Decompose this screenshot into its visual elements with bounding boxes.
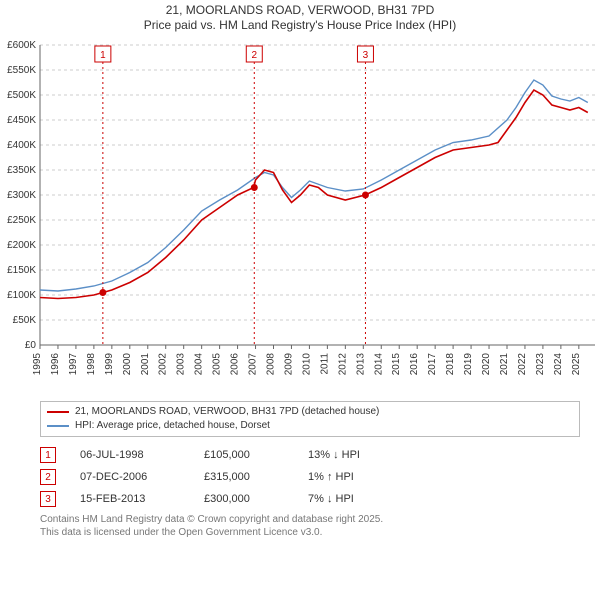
svg-text:1996: 1996 <box>50 353 61 376</box>
svg-text:2000: 2000 <box>122 353 133 376</box>
svg-text:£250K: £250K <box>7 215 36 226</box>
sale-row-1: 1 06-JUL-1998 £105,000 13% ↓ HPI <box>40 447 580 463</box>
svg-text:2015: 2015 <box>391 353 402 376</box>
legend-swatch-hpi <box>47 425 69 427</box>
svg-text:1: 1 <box>100 50 106 61</box>
legend: 21, MOORLANDS ROAD, VERWOOD, BH31 7PD (d… <box>40 401 580 437</box>
svg-text:£300K: £300K <box>7 190 36 201</box>
sale-price-1: £105,000 <box>204 449 284 461</box>
footer-attribution: Contains HM Land Registry data © Crown c… <box>40 513 580 539</box>
sale-diff-1: 13% ↓ HPI <box>308 449 388 461</box>
svg-text:2019: 2019 <box>463 353 474 376</box>
legend-row-hpi: HPI: Average price, detached house, Dors… <box>47 419 573 433</box>
svg-text:2016: 2016 <box>409 353 420 376</box>
sale-badge-2: 2 <box>40 469 56 485</box>
svg-text:£500K: £500K <box>7 90 36 101</box>
sale-row-2: 2 07-DEC-2006 £315,000 1% ↑ HPI <box>40 469 580 485</box>
svg-text:2020: 2020 <box>481 353 492 376</box>
svg-text:2024: 2024 <box>553 353 564 376</box>
sale-price-3: £300,000 <box>204 493 284 505</box>
sale-date-1: 06-JUL-1998 <box>80 449 180 461</box>
title-line-1: 21, MOORLANDS ROAD, VERWOOD, BH31 7PD <box>0 3 600 18</box>
sale-row-3: 3 15-FEB-2013 £300,000 7% ↓ HPI <box>40 491 580 507</box>
svg-text:2022: 2022 <box>517 353 528 376</box>
svg-text:2001: 2001 <box>140 353 151 376</box>
svg-text:2009: 2009 <box>283 353 294 376</box>
sale-date-2: 07-DEC-2006 <box>80 471 180 483</box>
svg-text:£200K: £200K <box>7 240 36 251</box>
svg-text:£100K: £100K <box>7 290 36 301</box>
sale-price-2: £315,000 <box>204 471 284 483</box>
legend-row-property: 21, MOORLANDS ROAD, VERWOOD, BH31 7PD (d… <box>47 405 573 419</box>
sale-diff-2: 1% ↑ HPI <box>308 471 388 483</box>
legend-label-hpi: HPI: Average price, detached house, Dors… <box>75 419 270 433</box>
svg-text:£400K: £400K <box>7 140 36 151</box>
svg-text:2004: 2004 <box>194 353 205 376</box>
svg-text:2: 2 <box>251 50 257 61</box>
svg-text:2006: 2006 <box>230 353 241 376</box>
title-block: 21, MOORLANDS ROAD, VERWOOD, BH31 7PD Pr… <box>0 0 600 35</box>
svg-text:2021: 2021 <box>499 353 510 376</box>
footer-line-2: This data is licensed under the Open Gov… <box>40 526 580 539</box>
svg-text:£0: £0 <box>25 340 37 351</box>
svg-text:2010: 2010 <box>301 353 312 376</box>
footer-line-1: Contains HM Land Registry data © Crown c… <box>40 513 580 526</box>
svg-text:2017: 2017 <box>427 353 438 376</box>
svg-text:2014: 2014 <box>373 353 384 376</box>
svg-text:£600K: £600K <box>7 40 36 51</box>
sale-badge-1: 1 <box>40 447 56 463</box>
svg-text:1995: 1995 <box>32 353 43 376</box>
chart-svg: £0 £50K £100K £150K £200K £250K £300K £350K £400… <box>0 35 600 395</box>
svg-text:£50K: £50K <box>13 315 37 326</box>
svg-text:£550K: £550K <box>7 65 36 76</box>
title-line-2: Price paid vs. HM Land Registry's House … <box>0 18 600 33</box>
svg-text:2003: 2003 <box>176 353 187 376</box>
price-chart: £0 £50K £100K £150K £200K £250K £300K £350K £400… <box>0 35 600 395</box>
svg-text:2007: 2007 <box>248 353 259 376</box>
sale-badge-3: 3 <box>40 491 56 507</box>
svg-text:2025: 2025 <box>571 353 582 376</box>
svg-text:2008: 2008 <box>265 353 276 376</box>
svg-text:£150K: £150K <box>7 265 36 276</box>
svg-text:1998: 1998 <box>86 353 97 376</box>
svg-text:2023: 2023 <box>535 353 546 376</box>
legend-label-property: 21, MOORLANDS ROAD, VERWOOD, BH31 7PD (d… <box>75 405 379 419</box>
sales-table: 1 06-JUL-1998 £105,000 13% ↓ HPI 2 07-DE… <box>40 447 580 507</box>
svg-text:£350K: £350K <box>7 165 36 176</box>
svg-text:2005: 2005 <box>212 353 223 376</box>
svg-text:2002: 2002 <box>158 353 169 376</box>
svg-text:3: 3 <box>363 50 369 61</box>
sale-diff-3: 7% ↓ HPI <box>308 493 388 505</box>
svg-text:£450K: £450K <box>7 115 36 126</box>
svg-text:2018: 2018 <box>445 353 456 376</box>
svg-text:2012: 2012 <box>337 353 348 376</box>
svg-text:1999: 1999 <box>104 353 115 376</box>
svg-text:1997: 1997 <box>68 353 79 376</box>
legend-swatch-property <box>47 411 69 413</box>
svg-text:2013: 2013 <box>355 353 366 376</box>
sale-date-3: 15-FEB-2013 <box>80 493 180 505</box>
svg-text:2011: 2011 <box>319 353 330 375</box>
